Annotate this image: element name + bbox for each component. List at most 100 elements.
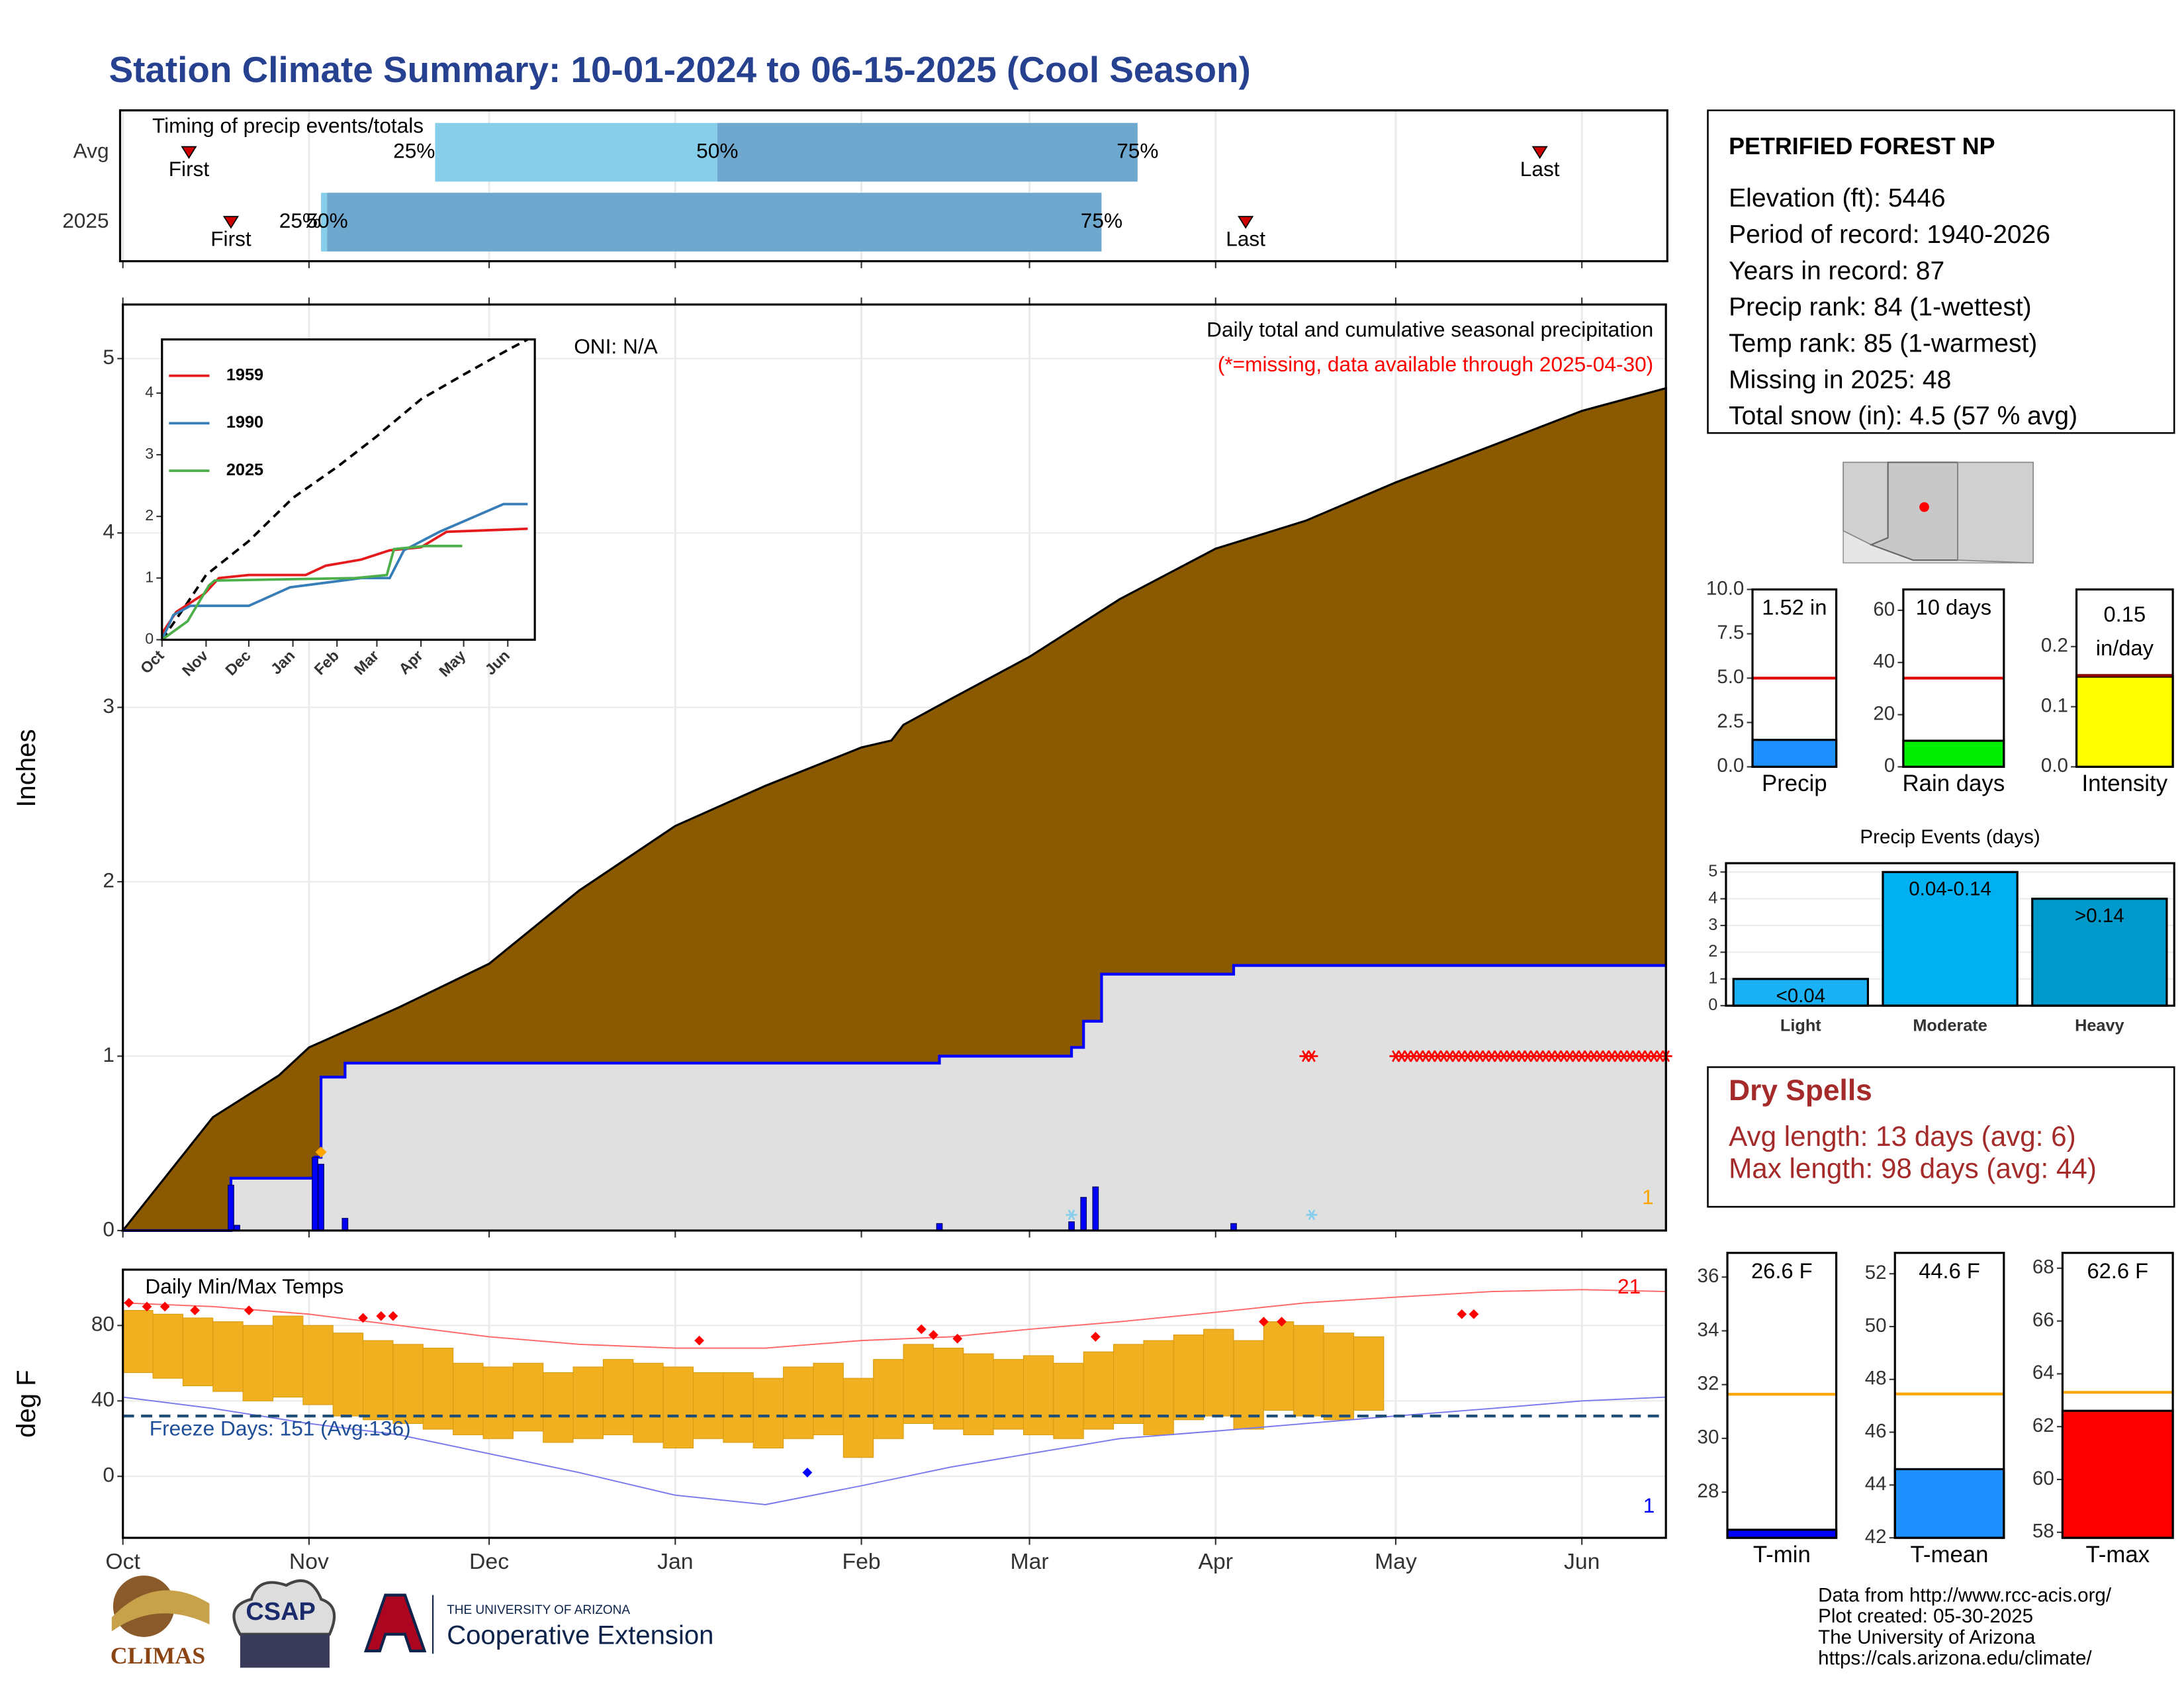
x-tick-label: Jun xyxy=(1564,1549,1600,1574)
temp-range-bar xyxy=(993,1359,1024,1430)
y-tick-label: 64 xyxy=(2032,1362,2054,1383)
station-line: Missing in 2025: 48 xyxy=(1729,365,1951,394)
temp-range-bar xyxy=(813,1362,844,1436)
panel-label: Rain days xyxy=(1902,771,2005,796)
timing-marker xyxy=(181,146,197,160)
y-tick-label: 60 xyxy=(1873,598,1895,620)
daily-bar xyxy=(341,1217,349,1231)
y-tick-label: 42 xyxy=(1865,1526,1887,1548)
temp-range-bar xyxy=(723,1372,754,1443)
plot-frame xyxy=(1902,588,2005,769)
value-label: >0.14 xyxy=(2075,905,2124,927)
temp-range-bar xyxy=(1203,1329,1234,1417)
y-tick-label: 20 xyxy=(1873,702,1895,724)
ua-logo xyxy=(363,1593,427,1653)
missing-marker xyxy=(1305,1050,1318,1062)
record-highs xyxy=(159,1301,170,1312)
y-tick-label: 66 xyxy=(2032,1309,2054,1331)
y-tick-label: 0 xyxy=(1708,996,1717,1014)
timing-marker xyxy=(1238,216,1254,229)
csap-logo-text: CSAP xyxy=(246,1598,316,1626)
y-tick-label: 2 xyxy=(103,868,114,892)
x-tick-label: Feb xyxy=(842,1549,880,1574)
y-tick-label: 0 xyxy=(103,1217,114,1241)
temp-range-bar xyxy=(1323,1333,1354,1421)
y-tick-label: 40 xyxy=(91,1387,114,1411)
x-tick-label: May xyxy=(1375,1549,1417,1574)
y-tick-label: 0.0 xyxy=(1717,755,1744,776)
plot-frame xyxy=(1725,862,2175,1007)
x-tick-label: Apr xyxy=(1199,1549,1234,1574)
legend-label: 2025 xyxy=(226,461,263,479)
y-tick-label: 0 xyxy=(103,1463,114,1487)
university-text: THE UNIVERSITY OF ARIZONA xyxy=(447,1603,630,1617)
y-tick-label: 40 xyxy=(1873,651,1895,673)
climas-swoosh xyxy=(111,1590,210,1632)
marker-label: First xyxy=(169,157,210,181)
temp-range-bar xyxy=(122,1310,154,1374)
temp-range-bar xyxy=(1173,1335,1205,1421)
row-label: 2025 xyxy=(62,209,109,232)
legend-label: 1990 xyxy=(226,413,263,432)
value-bar xyxy=(1726,1528,1838,1539)
y-tick-label: 0 xyxy=(1884,755,1895,776)
temp-range-bar xyxy=(692,1372,724,1439)
average-line xyxy=(161,338,529,641)
y-tick-label: 7.5 xyxy=(1717,622,1744,643)
y-tick-label: 1 xyxy=(1708,969,1717,988)
y-tick-label: 5.0 xyxy=(1717,666,1744,688)
bar xyxy=(1882,870,2019,1007)
y-tick-label: 50 xyxy=(1865,1315,1887,1336)
temp-range-bar xyxy=(903,1344,934,1425)
temp-range-bar xyxy=(1113,1344,1144,1425)
station-dot xyxy=(1919,502,1929,512)
marker-label: First xyxy=(210,226,251,250)
temp-range-bar xyxy=(392,1344,424,1425)
annotation: (*=missing, data available through 2025-… xyxy=(1218,352,1653,376)
y-tick-label: 3 xyxy=(103,694,114,718)
inset-bg xyxy=(161,339,535,640)
record-high-line xyxy=(122,1289,1666,1349)
csap-cloud xyxy=(232,1579,336,1636)
station-frame xyxy=(1707,109,2175,434)
series-line xyxy=(161,544,463,641)
quantile-label: 25% xyxy=(393,138,435,162)
y-tick-label: 10.0 xyxy=(1706,577,1744,599)
temp-range-bar xyxy=(272,1315,304,1398)
annotation: ONI: N/A xyxy=(574,334,658,358)
snow-marker-stroke xyxy=(1068,1209,1075,1221)
y-tick-label: 44 xyxy=(1865,1473,1887,1495)
y-tick-label: 62 xyxy=(2032,1415,2054,1436)
y-axis-label: Inches xyxy=(12,729,41,807)
daily-bar xyxy=(1068,1221,1075,1231)
record-highs xyxy=(124,1297,134,1308)
panel-label: T-mean xyxy=(1911,1542,1989,1568)
panel-label: Precip xyxy=(1762,771,1827,796)
location-map xyxy=(1843,461,2034,564)
page-title: Station Climate Summary: 10-01-2024 to 0… xyxy=(109,49,1251,90)
annotation: Daily total and cumulative seasonal prec… xyxy=(1206,317,1653,341)
y-tick-label: 0.0 xyxy=(2041,755,2068,776)
panel-label: T-max xyxy=(2085,1542,2150,1568)
y-tick-label: 2 xyxy=(145,506,154,524)
y-tick-label: 0.1 xyxy=(2041,694,2068,716)
temp-range-bar xyxy=(152,1313,183,1379)
temp-range-bar xyxy=(662,1366,694,1449)
y-tick-label: 3 xyxy=(1708,915,1717,934)
station-line: Precip rank: 84 (1-wettest) xyxy=(1729,293,2032,322)
snow-marker xyxy=(1306,1209,1318,1221)
value-label: 44.6 F xyxy=(1919,1258,1980,1283)
station-line: Temp rank: 85 (1-warmest) xyxy=(1729,330,2037,358)
series-line xyxy=(161,502,528,641)
quantile-label: 25% xyxy=(279,209,321,232)
quartile-bar xyxy=(321,193,328,252)
daily-bar xyxy=(1080,1197,1087,1231)
x-tick-label: Moderate xyxy=(1913,1017,1987,1035)
footer-line: Plot created: 05-30-2025 xyxy=(1818,1605,2033,1627)
y-tick-label: 48 xyxy=(1865,1368,1887,1389)
temp-range-bar xyxy=(1143,1340,1174,1436)
plot-frame xyxy=(122,1268,1667,1539)
freeze-label: Freeze Days: 151 (Avg:136) xyxy=(150,1417,411,1440)
panel-label: T-min xyxy=(1753,1542,1811,1568)
quantile-label: 50% xyxy=(306,209,347,232)
